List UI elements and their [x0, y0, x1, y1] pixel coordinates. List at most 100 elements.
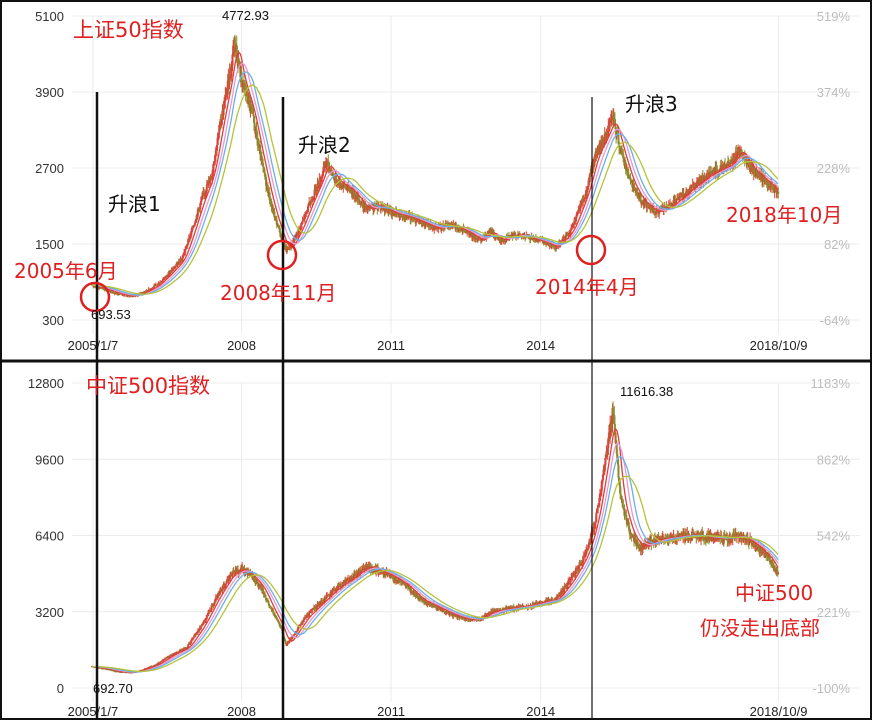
candle-body	[327, 594, 330, 596]
candle-body	[283, 637, 286, 641]
candle-body	[356, 575, 359, 577]
candle-body	[677, 197, 680, 200]
candle-body	[610, 118, 613, 122]
candle-body	[345, 579, 348, 582]
candle-body	[109, 669, 112, 671]
candle-body	[325, 163, 328, 165]
candle-body	[593, 526, 596, 530]
candle-body	[718, 171, 721, 173]
candle-body	[321, 171, 324, 177]
candle-body	[643, 202, 646, 206]
candle-body	[758, 546, 761, 552]
candle-body	[293, 633, 296, 635]
candle-body	[262, 163, 265, 167]
candle-body	[367, 206, 370, 209]
candle-body	[744, 539, 747, 541]
candle-body	[426, 604, 429, 606]
candle-body	[178, 651, 181, 653]
candle-body	[283, 242, 286, 248]
candle-body	[364, 205, 367, 208]
candle-body	[250, 104, 253, 107]
candle-body	[346, 187, 349, 191]
candle-body	[517, 605, 520, 609]
candle-body	[514, 233, 517, 236]
candle-body	[317, 183, 320, 188]
candle-body	[775, 187, 778, 193]
candle-body	[776, 192, 779, 194]
candle-body	[445, 613, 448, 615]
candle-body	[314, 608, 317, 610]
candle-body	[563, 586, 566, 589]
candle-body	[461, 227, 464, 231]
candle-body	[443, 610, 446, 612]
x-tick-label: 2008	[227, 338, 256, 353]
candle-body	[505, 236, 508, 241]
candle-body	[342, 184, 345, 187]
candle-body	[704, 176, 707, 179]
candle-body	[529, 239, 532, 241]
candle-body	[271, 206, 274, 209]
candle-body	[262, 166, 265, 169]
candle-body	[233, 571, 236, 574]
candle-body	[217, 134, 220, 138]
top-low-label: 693.53	[91, 307, 131, 322]
candle-body	[636, 189, 639, 195]
candle-body	[256, 138, 259, 145]
candle-body	[213, 163, 216, 166]
candle-body	[600, 491, 603, 495]
candle-body	[195, 215, 198, 221]
candle-body	[442, 608, 445, 613]
candle-body	[272, 207, 275, 214]
candle-body	[322, 166, 325, 172]
candle-body	[624, 162, 627, 170]
candle-body	[700, 178, 703, 184]
candle-body	[616, 453, 619, 459]
bottom-chart-title: 中证500指数	[86, 374, 210, 398]
candle-body	[394, 210, 397, 216]
candle-body	[365, 565, 368, 569]
candle-body	[433, 229, 436, 231]
candle-body	[202, 620, 205, 624]
candle-body	[196, 209, 199, 217]
candle-body	[254, 582, 257, 584]
candle-body	[235, 46, 238, 54]
candle-body	[656, 537, 659, 542]
candle-body	[743, 153, 746, 160]
candle-body	[387, 574, 390, 576]
candle-body	[627, 172, 630, 176]
candle-body	[567, 235, 570, 237]
candle-body	[253, 116, 256, 124]
candle-body	[612, 408, 615, 414]
candle-body	[466, 230, 469, 233]
x-tick-label: 2005/1/7	[68, 704, 119, 719]
candle-body	[595, 152, 598, 156]
candle-body	[182, 255, 185, 257]
candle-body	[674, 201, 677, 205]
candle-body	[545, 599, 548, 601]
candle-body	[589, 538, 592, 543]
candle-body	[404, 214, 407, 218]
candle-body	[210, 177, 213, 179]
candle-body	[235, 570, 238, 572]
candle-body	[507, 607, 510, 609]
candle-body	[118, 293, 121, 295]
candle-body	[561, 237, 564, 241]
candle-body	[569, 230, 572, 235]
candle-body	[262, 591, 265, 595]
candle-body	[257, 145, 260, 149]
candle-body	[318, 179, 321, 184]
candle-body	[292, 634, 295, 637]
candle-body	[225, 580, 228, 584]
candle-body	[641, 203, 644, 205]
candle-body	[766, 181, 769, 186]
candle-body	[159, 662, 162, 664]
candle-body	[619, 148, 622, 153]
candle-body	[633, 187, 636, 190]
candle-body	[156, 284, 159, 286]
candle-body	[624, 511, 627, 516]
y-tick-label: 6400	[35, 529, 64, 544]
candle-body	[469, 619, 472, 621]
candle-body	[184, 246, 187, 250]
candle-body	[200, 625, 203, 627]
candle-body	[616, 458, 619, 465]
